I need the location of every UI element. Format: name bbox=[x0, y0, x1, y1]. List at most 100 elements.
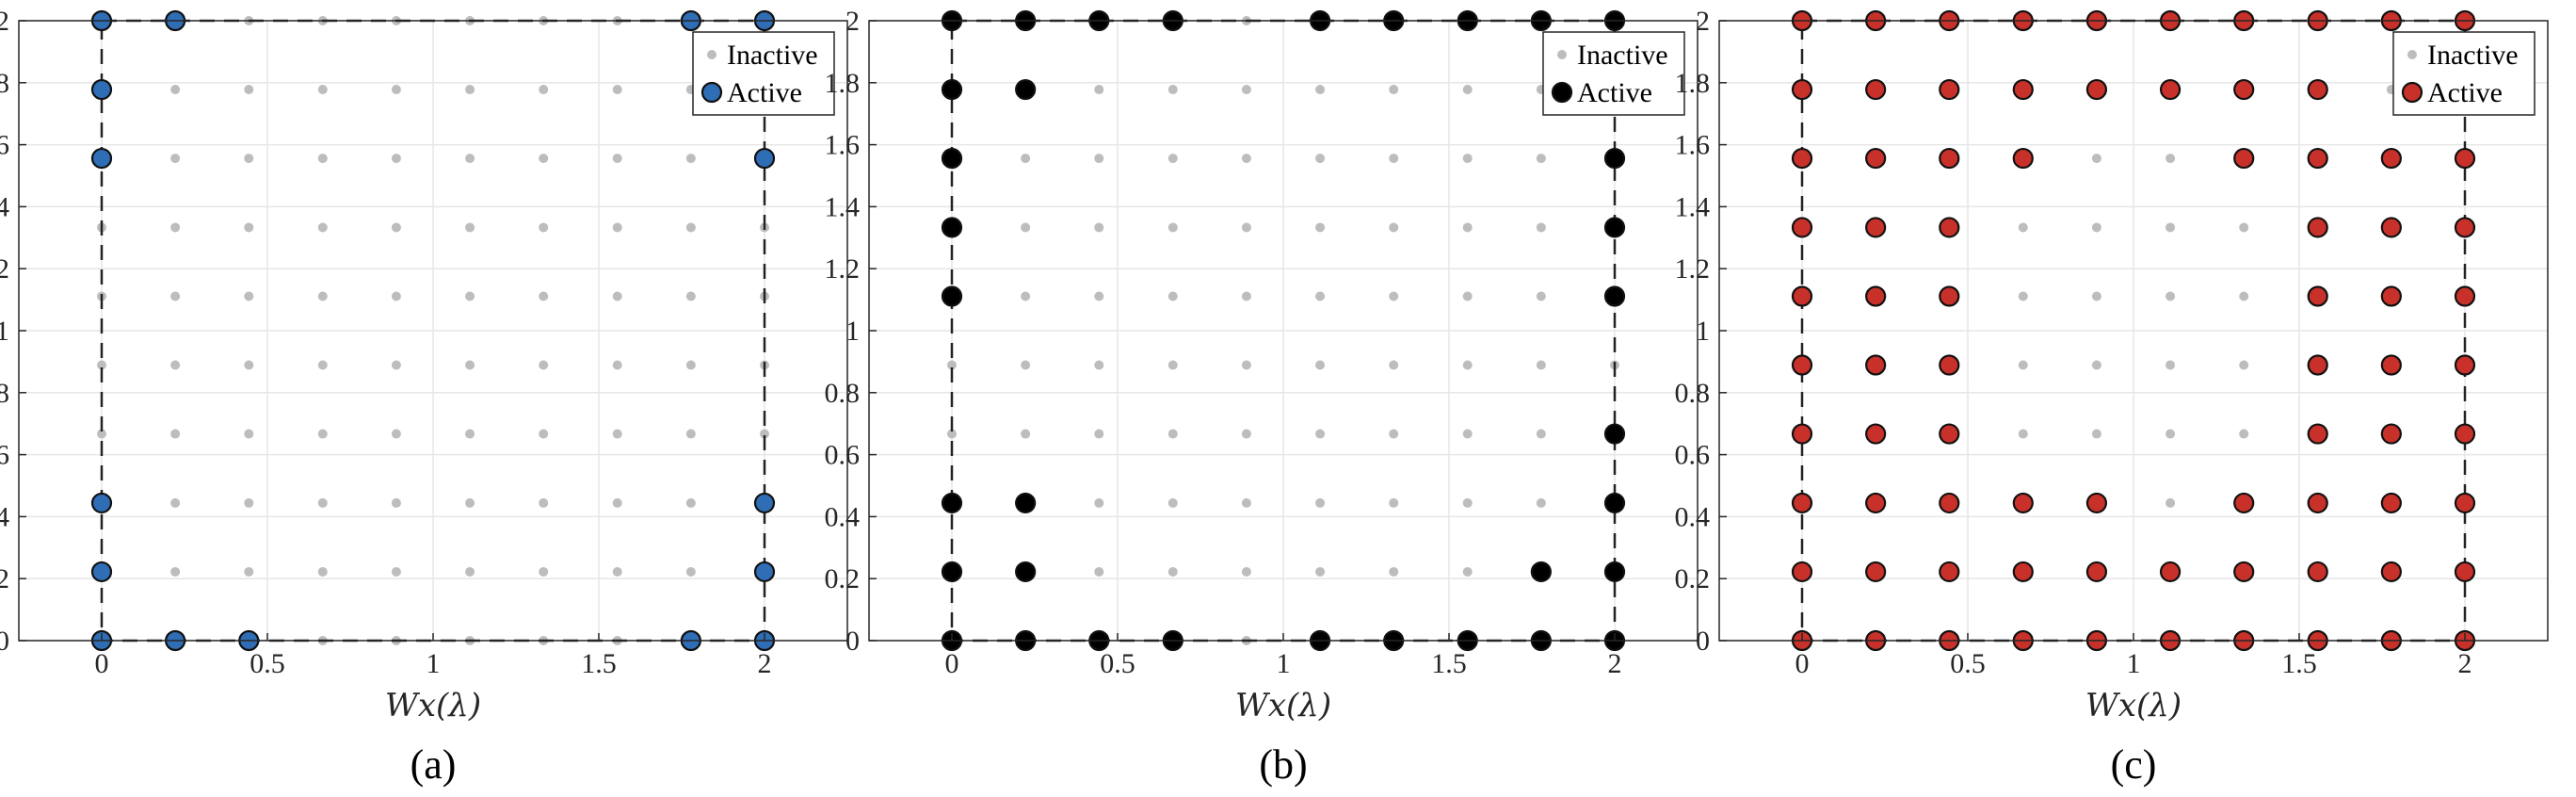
inactive-point bbox=[317, 566, 328, 577]
x-axis-label: Wx(λ) bbox=[2085, 687, 2182, 724]
inactive-point bbox=[170, 85, 181, 95]
inactive-point bbox=[1315, 497, 1326, 508]
active-point bbox=[1939, 492, 1960, 514]
x-tick-label: 0.5 bbox=[250, 648, 285, 679]
inactive-point bbox=[2018, 429, 2028, 439]
inactive-point bbox=[465, 154, 475, 164]
active-point bbox=[2307, 147, 2328, 170]
active-point bbox=[1865, 561, 1887, 583]
inactive-point bbox=[317, 497, 328, 508]
active-point bbox=[1791, 217, 1813, 238]
active-point bbox=[1939, 78, 1960, 101]
active-point bbox=[2012, 561, 2034, 583]
x-tick-label: 0.5 bbox=[1950, 648, 1986, 679]
active-point bbox=[1530, 561, 1552, 583]
inactive-point bbox=[612, 429, 622, 439]
inactive-point bbox=[1462, 222, 1473, 233]
y-tick-label: 2 bbox=[1696, 6, 1710, 37]
active-point bbox=[2307, 354, 2328, 376]
inactive-point bbox=[1536, 222, 1546, 233]
y-tick-label: 0.4 bbox=[825, 501, 861, 532]
inactive-point bbox=[317, 154, 328, 164]
x-tick-label: 2 bbox=[1608, 648, 1622, 679]
legend-marker-inactive bbox=[707, 50, 716, 59]
inactive-point bbox=[244, 429, 254, 439]
inactive-point bbox=[1315, 291, 1326, 301]
legend-marker-active bbox=[700, 81, 723, 104]
y-tick-label: 1.4 bbox=[0, 191, 9, 222]
inactive-point bbox=[2239, 360, 2249, 370]
active-point bbox=[1939, 285, 1960, 307]
inactive-point bbox=[1167, 85, 1178, 95]
chart-panel-2: 0 0.5 1 1.5 2 0 0.2 0.4 0.6 0.8 1 1.2 1.4 1.6 1.8 2 Wx(λ… bbox=[825, 6, 1699, 788]
y-tick-label: 1.4 bbox=[1675, 191, 1711, 222]
y-tick-label: 1.2 bbox=[0, 253, 9, 285]
active-point bbox=[2233, 78, 2255, 101]
inactive-point bbox=[1315, 85, 1326, 95]
inactive-point bbox=[1462, 154, 1473, 164]
inactive-point bbox=[539, 429, 549, 439]
active-point bbox=[1603, 561, 1626, 583]
inactive-point bbox=[1389, 291, 1399, 301]
inactive-point bbox=[612, 497, 622, 508]
legend-marker-inactive bbox=[1557, 50, 1567, 59]
active-point bbox=[1865, 147, 1887, 170]
inactive-point bbox=[2091, 291, 2101, 301]
inactive-point bbox=[97, 360, 106, 370]
inactive-point bbox=[1462, 360, 1473, 370]
active-point bbox=[753, 492, 776, 514]
inactive-point bbox=[1241, 222, 1251, 233]
inactive-point bbox=[1536, 360, 1546, 370]
active-point bbox=[2380, 217, 2402, 238]
inactive-point bbox=[244, 154, 254, 164]
inactive-point bbox=[465, 497, 475, 508]
inactive-point bbox=[317, 222, 328, 233]
inactive-point bbox=[1167, 429, 1178, 439]
inactive-point bbox=[2239, 291, 2249, 301]
chart-panel-1: 0 0.5 1 1.5 2 0 0.2 0.4 0.6 0.8 1 1.2 1.4 1.6 1.8 2 Wx(λ… bbox=[0, 6, 848, 788]
x-tick-label: 0 bbox=[945, 648, 959, 679]
inactive-point bbox=[1167, 566, 1178, 577]
active-point bbox=[2307, 217, 2328, 238]
active-point bbox=[2012, 147, 2034, 170]
y-tick-label: 0.2 bbox=[0, 563, 9, 594]
active-point bbox=[90, 561, 113, 583]
legend-marker-inactive bbox=[2407, 50, 2417, 59]
x-tick-label: 1 bbox=[1277, 648, 1291, 679]
y-tick-label: 0 bbox=[1696, 626, 1710, 657]
legend-marker-active bbox=[2401, 81, 2423, 104]
active-point bbox=[1015, 561, 1037, 583]
active-point bbox=[1603, 285, 1626, 307]
inactive-point bbox=[947, 360, 957, 370]
active-point bbox=[2380, 492, 2402, 514]
active-point bbox=[2085, 561, 2108, 583]
panel-caption: (c) bbox=[2111, 741, 2157, 788]
y-tick-label: 0.8 bbox=[1675, 378, 1711, 409]
legend-label-active: Active bbox=[1577, 77, 1652, 108]
inactive-point bbox=[1094, 154, 1104, 164]
legend-label-active: Active bbox=[2427, 77, 2503, 108]
inactive-point bbox=[170, 429, 181, 439]
inactive-point bbox=[1389, 429, 1399, 439]
legend-marker-active bbox=[1551, 81, 1573, 104]
inactive-point bbox=[1389, 154, 1399, 164]
inactive-point bbox=[1021, 360, 1031, 370]
x-axis-label: Wx(λ) bbox=[1235, 687, 1331, 724]
active-point bbox=[2380, 354, 2402, 376]
active-point bbox=[2380, 423, 2402, 445]
x-tick-label: 1.5 bbox=[581, 648, 617, 679]
active-point bbox=[2454, 492, 2476, 514]
inactive-point bbox=[1167, 154, 1178, 164]
y-tick-label: 0.8 bbox=[825, 378, 861, 409]
inactive-point bbox=[391, 429, 401, 439]
active-point bbox=[1865, 492, 1887, 514]
active-point bbox=[941, 285, 963, 307]
inactive-point bbox=[391, 222, 401, 233]
active-point bbox=[2454, 561, 2476, 583]
inactive-point bbox=[1094, 85, 1104, 95]
inactive-point bbox=[760, 429, 769, 439]
y-tick-label: 0.4 bbox=[0, 501, 9, 532]
inactive-point bbox=[1021, 222, 1031, 233]
inactive-point bbox=[1241, 85, 1251, 95]
